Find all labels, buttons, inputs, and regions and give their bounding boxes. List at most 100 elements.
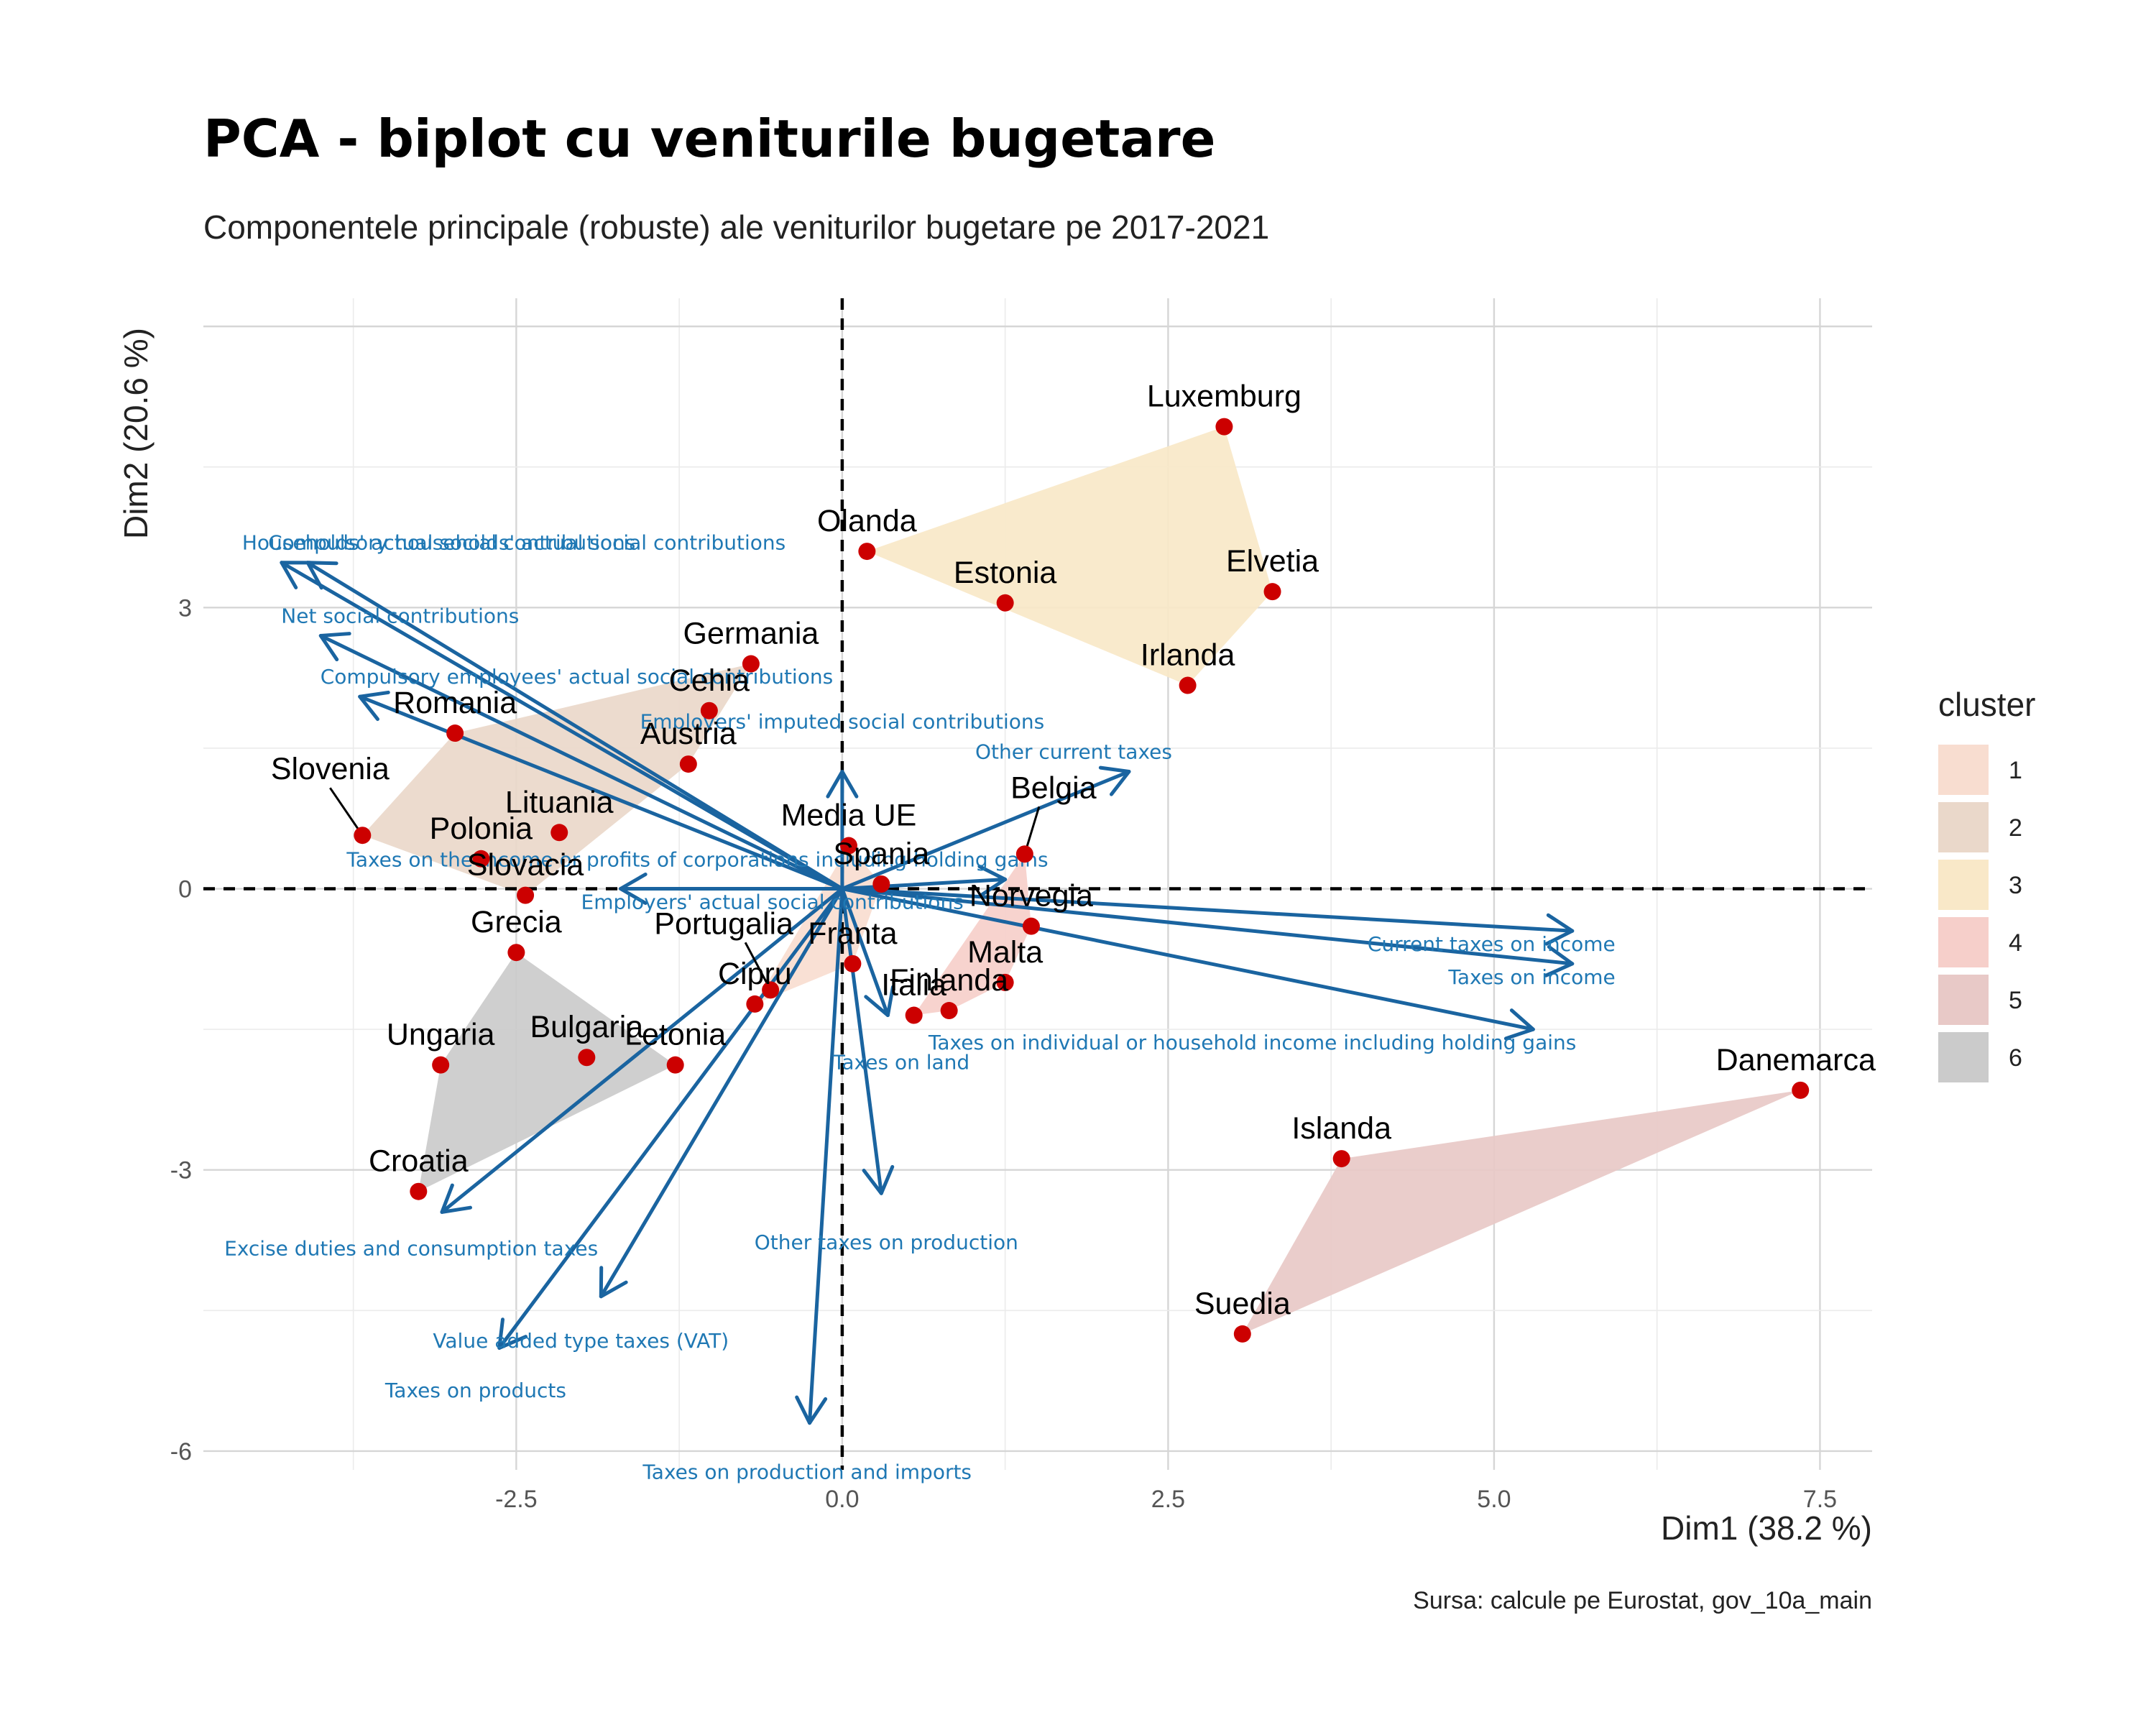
- y-axis-title: Dim2 (20.6 %): [117, 328, 155, 539]
- point-estonia: [996, 594, 1014, 612]
- variable-label: Households' actual social contributions: [242, 531, 636, 555]
- legend-label: 3: [2009, 872, 2022, 899]
- point-elvetia: [1263, 583, 1281, 601]
- point-label-islanda: Islanda: [1291, 1111, 1391, 1146]
- point-franta: [844, 954, 862, 972]
- point-label-letonia: Letonia: [625, 1018, 726, 1052]
- arrow-other-taxes-on-production: [840, 887, 895, 1195]
- variable-label: Employers' actual social contributions: [581, 891, 964, 914]
- point-austria: [679, 755, 697, 773]
- plot-area: Households' actual social contributionsC…: [203, 298, 1876, 1484]
- variable-label: Excise duties and consumption taxes: [224, 1237, 598, 1261]
- point-danemarca: [1792, 1081, 1810, 1099]
- arrow-compulsory-employees-actual-social-contributions: [358, 690, 844, 891]
- point-label-germania: Germania: [683, 617, 819, 651]
- legend-item-4: 4: [1938, 917, 2022, 967]
- arrow-taxes-on-production-and-imports: [795, 887, 844, 1425]
- point-norvegia: [1022, 917, 1040, 935]
- point-romania: [446, 724, 464, 742]
- point-suedia: [1233, 1325, 1251, 1343]
- point-label-grecia: Grecia: [471, 905, 562, 939]
- arrow-other-current-taxes: [840, 765, 1131, 891]
- point-label-portugalia: Portugalia: [654, 906, 793, 941]
- legend-item-5: 5: [1938, 975, 2022, 1025]
- point-label-olanda: Olanda: [817, 504, 917, 538]
- chart-title: PCA - biplot cu veniturile bugetare: [203, 109, 1215, 169]
- arrow-employers-imputed-social-contributions: [826, 770, 859, 891]
- point-irlanda: [1179, 676, 1197, 694]
- point-label-irlanda: Irlanda: [1141, 638, 1235, 673]
- y-tick-label: -3: [170, 1157, 192, 1184]
- point-label-norvegia: Norvegia: [969, 879, 1093, 914]
- x-axis-ticks: -2.5 0.0 2.5 5.0 7.5: [495, 1486, 1837, 1513]
- y-tick-label: -6: [170, 1438, 192, 1466]
- point-label-italia: Italia: [881, 968, 946, 1003]
- variable-label: Net social contributions: [281, 604, 519, 627]
- point-label-cehia: Cehia: [669, 663, 750, 698]
- x-tick-label: 5.0: [1477, 1486, 1511, 1513]
- point-label-luxemburg: Luxemburg: [1147, 380, 1302, 414]
- point-label-polonia: Polonia: [430, 811, 533, 846]
- cluster-hulls: [362, 426, 1801, 1334]
- legend-swatch: [1938, 802, 1989, 852]
- point-label-lituania: Lituania: [505, 785, 614, 819]
- legend-swatch: [1938, 860, 1989, 910]
- point-finlanda: [940, 1002, 958, 1020]
- variable-label: Value added type taxes (VAT): [433, 1329, 729, 1353]
- point-letonia: [666, 1056, 684, 1074]
- point-label-spania: Spania: [833, 837, 929, 871]
- point-label-belgia: Belgia: [1010, 770, 1097, 805]
- observation-points: [354, 418, 1810, 1343]
- point-italia: [905, 1006, 923, 1024]
- arrow-taxes-on-the-income-or-profits-of-corporations-including-holding-gains: [840, 865, 1008, 897]
- point-cipru: [746, 995, 764, 1013]
- point-label-slovacia: Slovacia: [467, 848, 584, 883]
- point-label-austria: Austria: [640, 717, 737, 751]
- legend-title: cluster: [1938, 686, 2035, 723]
- arrow-excise-duties-and-consumption-taxes: [440, 887, 844, 1214]
- point-ungaria: [432, 1056, 450, 1074]
- legend-item-6: 6: [1938, 1032, 2022, 1082]
- variable-label: Taxes on the income or profits of corpor…: [346, 847, 1048, 871]
- point-spania: [872, 875, 890, 893]
- point-label-finlanda: Finlanda: [890, 963, 1008, 998]
- arrow-households-actual-social-contributions: [280, 561, 844, 891]
- variable-arrows: [280, 561, 1575, 1425]
- variable-label: Taxes on production and imports: [642, 1460, 972, 1484]
- arrow-taxes-on-individual-or-household-income-including-holding-gains: [840, 887, 1535, 1041]
- legend-label: 2: [2009, 814, 2022, 842]
- point-cehia: [700, 702, 718, 719]
- arrow-employers-actual-social-contributions: [619, 873, 844, 906]
- point-belgia: [1015, 845, 1033, 863]
- variable-label: Compulsory households' actual social con…: [268, 531, 786, 555]
- x-tick-label: 2.5: [1151, 1486, 1185, 1513]
- legend-swatch: [1938, 975, 1989, 1025]
- y-tick-label: 0: [178, 876, 192, 903]
- point-label-slovenia: Slovenia: [271, 752, 390, 786]
- arrow-taxes-on-products: [497, 887, 844, 1350]
- y-tick-label: 3: [178, 594, 192, 622]
- point-grecia: [507, 944, 525, 962]
- legend: cluster 1 2 3 4 5 6: [1938, 686, 2035, 1082]
- arrow-taxes-on-income: [840, 887, 1575, 978]
- y-axis-ticks: -6 -3 0 3: [170, 594, 192, 1466]
- legend-item-2: 2: [1938, 802, 2022, 852]
- point-label-elvetia: Elvetia: [1226, 544, 1319, 579]
- point-label-romania: Romania: [393, 686, 517, 720]
- arrow-net-social-contributions: [318, 632, 844, 891]
- legend-label: 6: [2009, 1044, 2022, 1072]
- point-croatia: [410, 1182, 428, 1200]
- legend-label: 4: [2009, 929, 2022, 957]
- legend-swatch: [1938, 1032, 1989, 1082]
- variable-labels: Households' actual social contributionsC…: [224, 531, 1616, 1484]
- observation-labels: Luxemburg Olanda Estonia Elvetia Irlanda Germ…: [271, 380, 1876, 1321]
- arrow-current-taxes-on-income: [840, 887, 1575, 946]
- legend-label: 1: [2009, 757, 2022, 784]
- x-axis-title: Dim1 (38.2 %): [1661, 1509, 1872, 1547]
- variable-label: Other taxes on production: [755, 1230, 1018, 1254]
- legend-items: 1 2 3 4 5 6: [1938, 745, 2022, 1082]
- point-bulgaria: [578, 1049, 596, 1067]
- point-olanda: [858, 543, 876, 561]
- point-polonia: [472, 850, 490, 868]
